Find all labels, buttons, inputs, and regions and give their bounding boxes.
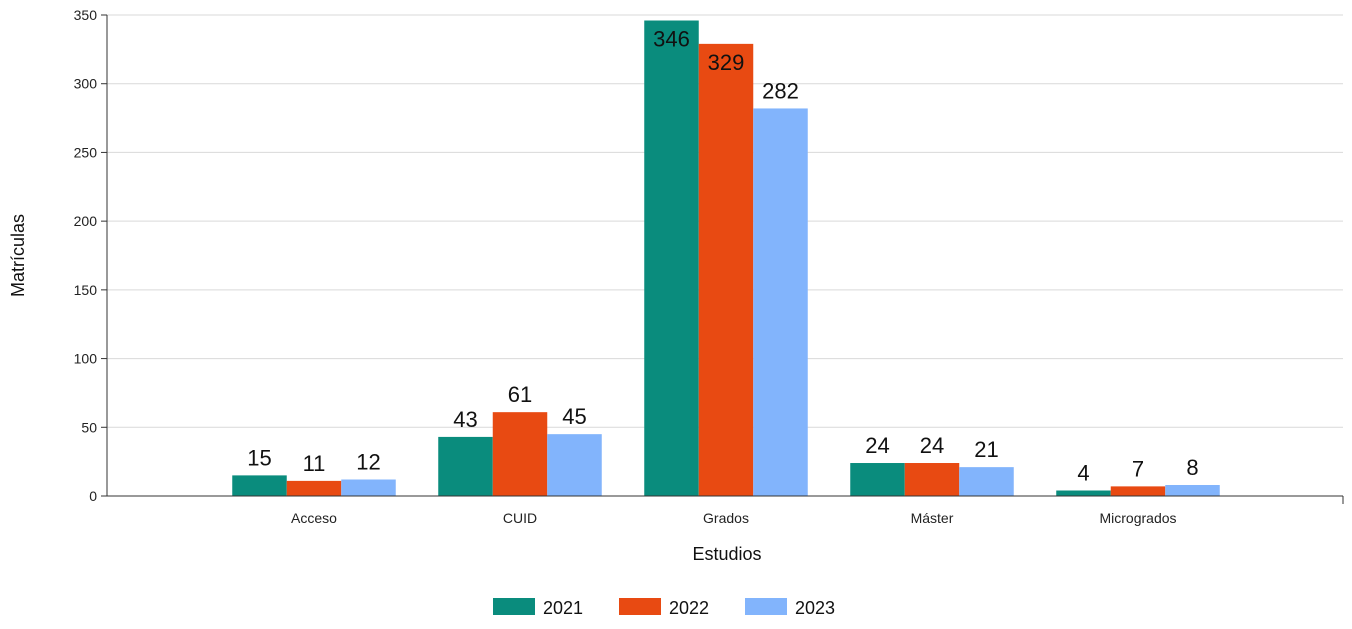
bar-2022-acceso — [286, 480, 342, 496]
y-tick-label: 300 — [74, 76, 98, 92]
y-tick-label: 350 — [74, 7, 98, 23]
bar-2023-grados — [753, 108, 808, 497]
bar-2022-microgrados — [1110, 486, 1166, 496]
x-category-label: Máster — [911, 510, 954, 526]
y-tick-label: 0 — [89, 488, 97, 504]
x-category-label: Grados — [703, 510, 749, 526]
data-label: 15 — [247, 445, 271, 470]
data-label: 8 — [1186, 455, 1198, 480]
legend-label-2021: 2021 — [543, 598, 583, 618]
legend-swatch-2023 — [745, 598, 787, 615]
legend-swatch-2022 — [619, 598, 661, 615]
bar-2021-microgrados — [1056, 490, 1111, 496]
y-tick-label: 150 — [74, 282, 98, 298]
bar-2021-acceso — [232, 475, 287, 496]
x-category-label: Acceso — [291, 510, 337, 526]
bar-2023-máster — [959, 467, 1014, 496]
y-tick-label: 50 — [81, 419, 97, 435]
legend-label-2023: 2023 — [795, 598, 835, 618]
data-label: 4 — [1077, 461, 1089, 486]
bar-2021-grados — [644, 20, 699, 497]
legend-label-2022: 2022 — [669, 598, 709, 618]
data-label: 12 — [356, 450, 380, 475]
bars-group — [232, 20, 1220, 497]
bar-2021-cuid — [438, 436, 493, 496]
data-label: 24 — [865, 433, 889, 458]
bar-2023-cuid — [547, 434, 602, 496]
x-axis-title: Estudios — [692, 544, 761, 564]
y-tick-label: 250 — [74, 144, 98, 160]
bar-2022-máster — [904, 463, 960, 496]
data-label: 346 — [653, 26, 690, 51]
x-category-label: CUID — [503, 510, 537, 526]
y-tick-label: 200 — [74, 213, 98, 229]
data-label: 61 — [508, 382, 532, 407]
data-label: 7 — [1132, 456, 1144, 481]
legend-swatch-2021 — [493, 598, 535, 615]
bar-2023-acceso — [341, 479, 396, 496]
data-label: 21 — [974, 437, 998, 462]
data-label: 11 — [303, 451, 326, 476]
bar-2022-grados — [698, 43, 754, 497]
axes-group: 0 50 100 150 200 250 300 350 Acceso CUID Grados Más… — [74, 7, 1344, 526]
data-label: 329 — [708, 50, 745, 75]
y-tick-label: 100 — [74, 351, 98, 367]
bar-2022-cuid — [492, 412, 548, 496]
data-label: 282 — [762, 78, 799, 103]
data-label: 24 — [920, 433, 944, 458]
data-label: 45 — [562, 404, 586, 429]
data-labels-group: 15 11 12 43 61 45 346 329 282 24 24 21 4 7 8 — [247, 26, 1198, 485]
data-label: 43 — [453, 407, 477, 432]
bar-2023-microgrados — [1165, 485, 1220, 496]
legend: 2021 2022 2023 — [493, 598, 835, 618]
bar-2021-máster — [850, 463, 905, 496]
y-axis-title: Matrículas — [8, 214, 28, 297]
x-category-label: Microgrados — [1099, 510, 1176, 526]
